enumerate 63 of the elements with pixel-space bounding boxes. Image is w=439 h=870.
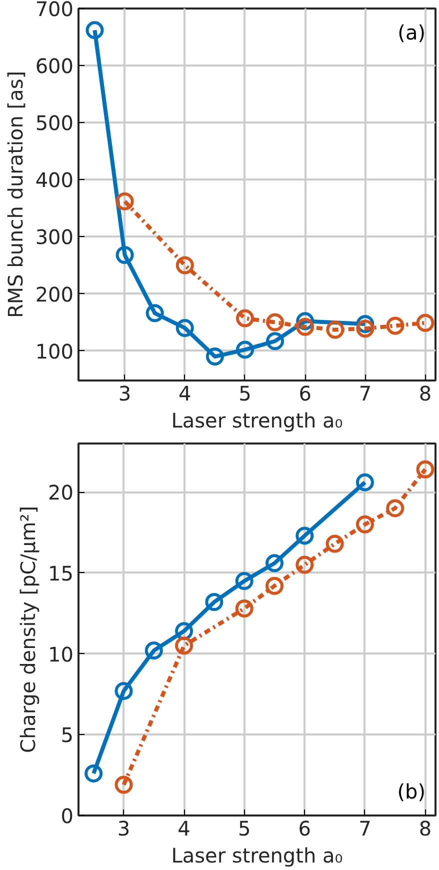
point: [114, 776, 133, 794]
x-tick-label: 4: [178, 382, 192, 406]
point: [205, 593, 224, 611]
point: [175, 636, 194, 655]
point: [356, 515, 374, 534]
point: [416, 314, 434, 332]
x-axis-title: Laser strength a₀: [171, 844, 343, 868]
x-tick-label: 8: [418, 816, 432, 840]
y-axis-title: RMS bunch duration [as]: [3, 70, 28, 318]
y-axis-title: Charge density [pC/μm²]: [16, 506, 40, 754]
point: [265, 576, 284, 595]
point: [265, 554, 284, 572]
point: [296, 318, 314, 336]
point: [206, 348, 224, 366]
point: [235, 599, 254, 618]
point: [235, 572, 254, 590]
point: [116, 192, 134, 210]
point: [176, 256, 194, 274]
x-axis-title: Laser strength a₀: [171, 408, 343, 432]
x-tick-label: 7: [358, 382, 372, 406]
point: [114, 682, 133, 700]
point: [266, 313, 284, 332]
y-tick-label: 700: [35, 0, 74, 21]
x-tick-label: 5: [238, 816, 251, 840]
x-tick-label: 6: [298, 816, 312, 840]
y-tick-label: 500: [35, 111, 74, 136]
x-tick-label: 6: [298, 382, 312, 406]
y-tick-label: 20: [48, 480, 74, 505]
annotation: (b): [397, 780, 426, 804]
y-tick-label: 10: [48, 642, 74, 666]
point: [296, 526, 314, 545]
annotation: (a): [398, 20, 426, 44]
x-tick-label: 3: [117, 816, 130, 840]
x-tick-label: 8: [418, 382, 432, 406]
point: [84, 764, 103, 782]
y-tick-label: 15: [48, 561, 74, 586]
point: [296, 556, 314, 574]
x-tick-label: 4: [178, 816, 190, 840]
point: [116, 246, 134, 264]
point: [266, 332, 284, 350]
y-tick-label: 300: [35, 225, 74, 250]
point: [326, 534, 344, 553]
point: [356, 320, 374, 338]
x-tick-label: 5: [238, 382, 252, 406]
y-tick-label: 5: [60, 723, 74, 748]
point: [176, 319, 194, 337]
point: [326, 320, 344, 339]
point: [144, 642, 163, 660]
point: [416, 460, 434, 478]
point: [356, 473, 374, 492]
point: [236, 309, 254, 328]
point: [236, 340, 254, 359]
point: [86, 21, 104, 40]
x-tick-label: 3: [118, 382, 132, 406]
y-tick-label: 200: [35, 282, 74, 306]
y-tick-label: 100: [35, 339, 74, 364]
point: [146, 304, 164, 322]
x-tick-label: 7: [358, 816, 372, 840]
y-tick-label: 0: [60, 804, 74, 828]
point: [386, 499, 404, 518]
y-tick-label: 600: [35, 54, 74, 78]
y-tick-label: 400: [35, 168, 74, 192]
point: [386, 316, 404, 335]
